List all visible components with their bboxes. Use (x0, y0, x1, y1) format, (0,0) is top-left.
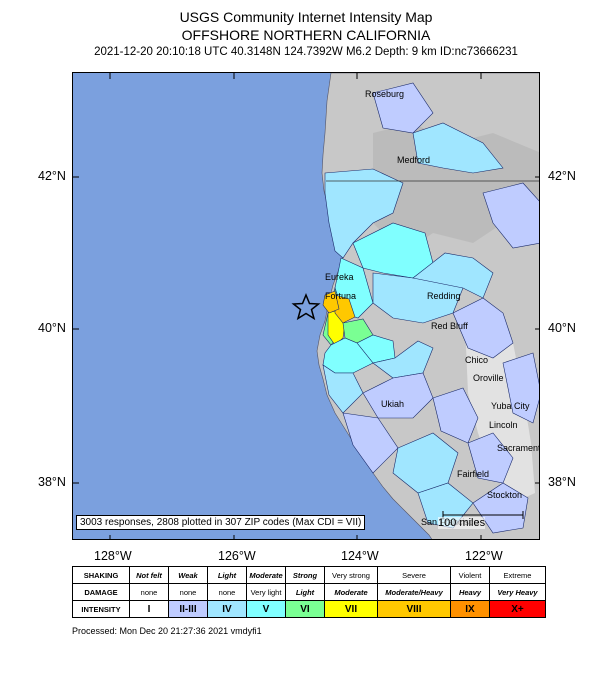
lon-label-122w: 122°W (465, 549, 503, 563)
zip-region[interactable] (322, 290, 340, 314)
intensity-legend: SHAKING Not felt Weak Light Moderate Strong V… (72, 566, 546, 618)
zip-region[interactable] (467, 432, 514, 484)
legend-cell: Light (207, 566, 247, 584)
legend-cell: Strong (285, 566, 325, 584)
intensity-map[interactable]: Roseburg Medford Eureka Fortuna Redding Red B… (72, 72, 540, 540)
legend-cell: X+ (489, 600, 546, 618)
legend-cell: Extreme (489, 566, 546, 584)
city-label: Lincoln (489, 420, 518, 430)
city-label: Fairfield (457, 469, 489, 479)
legend-cell: Not felt (129, 566, 169, 584)
legend-row-label: INTENSITY (72, 600, 130, 618)
graticule-ticks (73, 73, 539, 539)
epicenter-star-icon[interactable] (291, 293, 321, 321)
region-name: OFFSHORE NORTHERN CALIFORNIA (181, 27, 431, 43)
scale-label: 100 miles (438, 517, 486, 529)
legend-row-label: SHAKING (72, 566, 130, 584)
legend-row-intensity: INTENSITY I II-III IV V VI VII VIII IX X+ (72, 600, 546, 618)
legend-cell: VIII (377, 600, 451, 618)
map-canvas: Roseburg Medford Eureka Fortuna Redding Red B… (73, 73, 540, 539)
legend-cell: Severe (377, 566, 451, 584)
lat-label-40n-left: 40°N (38, 321, 66, 335)
zip-region[interactable] (502, 352, 540, 424)
city-label: Fortuna (325, 291, 356, 301)
zip-region[interactable] (412, 252, 494, 299)
map-title: USGS Community Internet Intensity Map (179, 9, 433, 25)
legend-cell: IV (207, 600, 247, 618)
city-label: Redding (427, 291, 461, 301)
lat-label-38n-right: 38°N (548, 475, 576, 489)
legend-cell: Very strong (324, 566, 378, 584)
city-label: Roseburg (365, 89, 404, 99)
legend-cell: none (129, 583, 169, 601)
legend-cell: Violent (450, 566, 490, 584)
lat-label-42n-left: 42°N (38, 169, 66, 183)
legend-row-shaking: SHAKING Not felt Weak Light Moderate Strong V… (72, 566, 546, 584)
legend-cell: Heavy (450, 583, 490, 601)
city-label: Oroville (473, 373, 504, 383)
zip-region[interactable] (372, 82, 434, 134)
lat-label-42n-right: 42°N (548, 169, 576, 183)
zip-region[interactable] (452, 297, 514, 359)
valley-lowland (465, 313, 535, 503)
zip-region[interactable] (412, 122, 504, 174)
city-label: Red Bluff (431, 321, 468, 331)
lon-label-126w: 126°W (218, 549, 256, 563)
zip-region[interactable] (472, 482, 529, 534)
city-label: Sacramento (497, 443, 540, 453)
legend-cell: none (207, 583, 247, 601)
response-count-box: 3003 responses, 2808 plotted in 307 ZIP … (76, 515, 366, 530)
lat-label-38n-left: 38°N (38, 475, 66, 489)
zip-region[interactable] (482, 182, 540, 249)
lon-label-124w: 124°W (341, 549, 379, 563)
lat-label-40n-right: 40°N (548, 321, 576, 335)
city-label: Eureka (325, 272, 354, 282)
processed-timestamp: Processed: Mon Dec 20 21:27:36 2021 vmdy… (72, 626, 262, 636)
city-label: Yuba City (491, 401, 530, 411)
legend-cell: II-III (168, 600, 208, 618)
legend-cell: VII (324, 600, 378, 618)
city-label: Medford (397, 155, 430, 165)
legend-cell: Moderate/Heavy (377, 583, 451, 601)
legend-row-label: DAMAGE (72, 583, 130, 601)
zip-region[interactable] (342, 412, 399, 474)
legend-cell: Light (285, 583, 325, 601)
legend-row-damage: DAMAGE none none none Very light Light Modera… (72, 583, 546, 601)
legend-cell: VI (285, 600, 325, 618)
legend-cell: V (246, 600, 286, 618)
legend-cell: none (168, 583, 208, 601)
zip-region[interactable] (432, 387, 479, 444)
legend-cell: Moderate (246, 566, 286, 584)
legend-cell: Weak (168, 566, 208, 584)
lon-label-128w: 128°W (94, 549, 132, 563)
legend-cell: Moderate (324, 583, 378, 601)
cdi-zip-regions (322, 82, 540, 534)
legend-cell: IX (450, 600, 490, 618)
event-info: 2021-12-20 20:10:18 UTC 40.3148N 124.739… (94, 46, 518, 58)
city-label: Stockton (487, 490, 522, 500)
legend-cell: I (129, 600, 169, 618)
legend-cell: Very Heavy (489, 583, 546, 601)
legend-cell: Very light (246, 583, 286, 601)
city-label: Ukiah (381, 399, 404, 409)
city-label: Chico (465, 355, 488, 365)
